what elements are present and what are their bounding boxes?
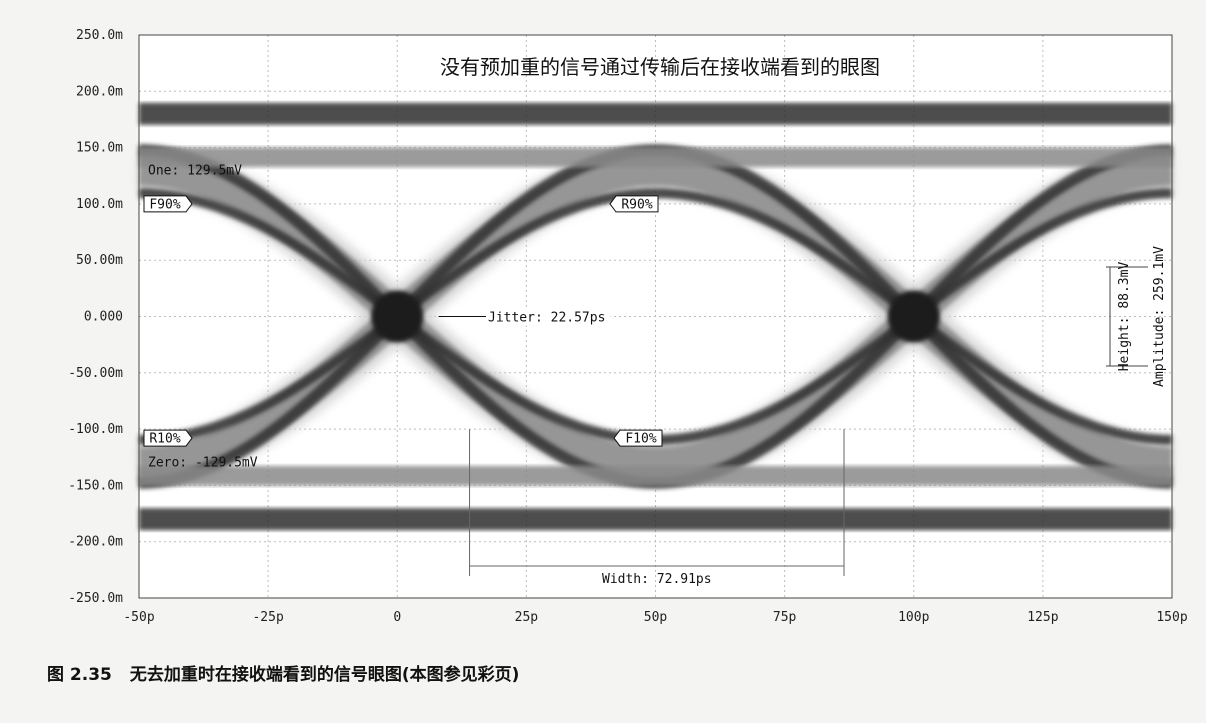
annotation-zero-level: Zero: -129.5mV: [148, 455, 258, 470]
annotation-jitter: Jitter: 22.57ps: [488, 311, 605, 326]
x-tick-label: 50p: [644, 610, 668, 625]
caption-text: 无去加重时在接收端看到的信号眼图(本图参见彩页): [129, 665, 520, 685]
annotation-r10: R10%: [149, 432, 180, 447]
eye-steady-band-0: [139, 102, 1172, 125]
plot-frame: [138, 34, 1173, 599]
eye-band-mid-rising: [138, 155, 1173, 478]
y-tick-label: 0.000: [84, 310, 123, 325]
annotation-f90: F90%: [149, 197, 180, 212]
annotation-r90-tag: [609, 195, 659, 213]
eye-traces: [138, 102, 1173, 531]
annotation-jitter-bg: [484, 309, 611, 326]
chart-title: 没有预加重的信号通过传输后在接收端看到的眼图: [440, 55, 880, 79]
y-tick-label: 250.0m: [76, 28, 123, 43]
annotation-height: Height: 88.3mV: [1117, 262, 1132, 372]
x-tick-label: 75p: [773, 610, 797, 625]
eye-steady-band-3: [139, 465, 1172, 486]
caption-number: 图 2.35: [47, 665, 112, 685]
eye-crossing-blob: [887, 290, 940, 343]
y-tick-label: 150.0m: [76, 141, 123, 156]
x-tick-label: 100p: [898, 610, 929, 625]
annotation-one-level: One: 129.5mV: [148, 164, 242, 179]
measurement-annotations: One: 129.5mV Zero: -129.5mV F90% R90% R10% F1…: [138, 34, 1173, 599]
annotation-f10: F10%: [625, 432, 656, 447]
y-tick-label: -150.0m: [68, 478, 123, 493]
eye-band-core-inner-rising: [138, 188, 1173, 445]
eye-band-mid-falling: [138, 155, 1173, 478]
x-tick-label: -50p: [123, 610, 154, 625]
x-tick-label: 125p: [1027, 610, 1058, 625]
x-tick-label: 150p: [1156, 610, 1187, 625]
y-tick-label: 100.0m: [76, 197, 123, 212]
y-tick-label: -250.0m: [68, 591, 123, 606]
axes: 250.0m 200.0m 150.0m 100.0m 50.00m 0.000 -50.0…: [68, 28, 1188, 625]
figure-caption: 图 2.35 无去加重时在接收端看到的信号眼图(本图参见彩页): [47, 660, 519, 685]
annotation-f10-tag: [613, 429, 663, 447]
annotation-amplitude: Amplitude: 259.1mV: [1152, 246, 1167, 387]
eye-diagram-chart: 250.0m 200.0m 150.0m 100.0m 50.00m 0.000 -50.0…: [68, 28, 1188, 625]
y-tick-label: -50.00m: [68, 366, 123, 381]
x-tick-label: -25p: [252, 610, 283, 625]
eye-steady-band-2: [139, 508, 1172, 531]
y-tick-label: 50.00m: [76, 253, 123, 268]
x-tick-label: 25p: [515, 610, 539, 625]
annotation-width: Width: 72.91ps: [602, 572, 712, 587]
x-tick-label: 0: [393, 610, 401, 625]
y-tick-label: -100.0m: [68, 422, 123, 437]
eye-crossing-blob: [371, 290, 424, 343]
annotation-r10-tag: [143, 429, 193, 447]
y-tick-label: 200.0m: [76, 84, 123, 99]
annotation-r90: R90%: [621, 197, 652, 212]
annotation-f90-tag: [143, 195, 193, 213]
eye-steady-band-1: [139, 147, 1172, 168]
y-tick-label: -200.0m: [68, 535, 123, 550]
